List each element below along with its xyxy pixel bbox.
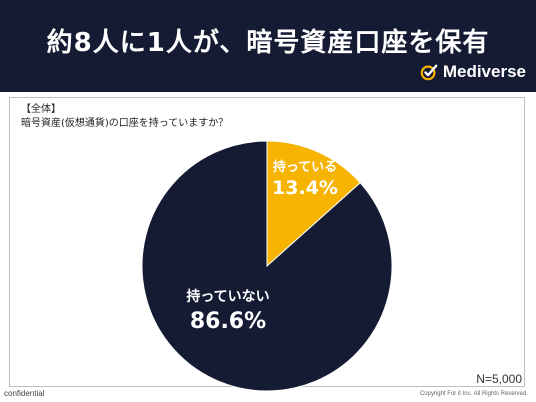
pie-label-2: 持っていない: [186, 288, 269, 305]
pie-label-1: 持っている: [273, 159, 337, 175]
pie-value-1: 13.4%: [272, 177, 338, 199]
check-circle-icon: [420, 64, 438, 81]
survey-question: 暗号資産(仮想通貨)の口座を持っていますか？: [21, 118, 229, 129]
sample-size: N=5,000: [476, 372, 522, 386]
pie-value-2: 86.6%: [190, 309, 266, 334]
headline: 約8人に1人が、暗号資産口座を保有: [46, 28, 490, 58]
section-tag: 【全体】: [21, 104, 61, 115]
pie-slice-2: [141, 140, 393, 392]
pie-slice-1: [266, 140, 361, 268]
header-banner: 約8人に1人が、暗号資産口座を保有 Mediverse: [0, 0, 536, 92]
brand-logo: Mediverse: [420, 61, 526, 83]
confidential-label: confidential: [4, 389, 45, 398]
copyright-notice: Copyright For it Inc. All Rights Reserve…: [419, 391, 528, 397]
brand-name: Mediverse: [442, 62, 526, 81]
